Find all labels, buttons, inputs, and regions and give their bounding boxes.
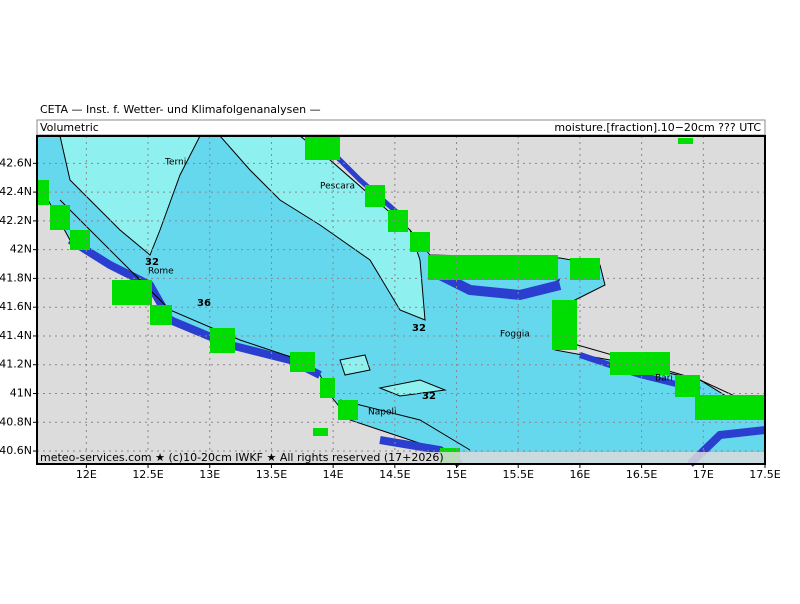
place-labels: Terni Pescara Rome Foggia Napoli Bari 32 36 32 32	[145, 158, 673, 418]
header-left: Volumetric	[40, 121, 99, 134]
lon-tick-label: 15E	[446, 468, 467, 481]
lon-tick-label: 17E	[693, 468, 714, 481]
contour-label: 36	[197, 298, 211, 309]
contour-label: 32	[145, 257, 159, 268]
lat-tick-label: 42.2N	[0, 214, 32, 227]
lat-tick-label: 40.8N	[0, 415, 32, 428]
lon-tick-label: 14E	[323, 468, 344, 481]
city-label: Foggia	[500, 330, 530, 340]
lon-tick-label: 15.5E	[502, 468, 533, 481]
city-label: Pescara	[320, 182, 355, 192]
city-label: Rome	[148, 267, 174, 277]
city-label: Napoli	[368, 408, 396, 418]
footer: meteo-services.com ★ (c)10-20cm IWKF ★ A…	[40, 451, 444, 464]
lat-tick-label: 42.4N	[0, 185, 32, 198]
header-title: CETA — Inst. f. Wetter- und Klimafolgena…	[40, 103, 321, 116]
lat-tick-label: 41.2N	[0, 358, 32, 371]
header-right: moisture.[fraction].10−20cm ??? UTC	[554, 121, 761, 134]
lat-tick-label: 41.4N	[0, 329, 32, 342]
lon-tick-label: 13.5E	[256, 468, 287, 481]
lat-tick-label: 42N	[10, 243, 32, 256]
lat-tick-label: 41.8N	[0, 271, 32, 284]
lat-tick-label: 41.6N	[0, 300, 32, 313]
lat-tick-label: 42.6N	[0, 156, 32, 169]
map-frame	[36, 135, 766, 465]
city-label: Terni	[164, 158, 186, 168]
lon-tick-label: 17.5E	[749, 468, 780, 481]
lat-tick-label: 41N	[10, 387, 32, 400]
lat-tick-label: 40.6N	[0, 444, 32, 457]
graticule: 12E 12.5E 13E 13.5E 14E 14.5E 15E 15.5E 16E 16.5E…	[0, 136, 781, 481]
lon-tick-label: 12E	[76, 468, 97, 481]
lon-tick-label: 14.5E	[379, 468, 410, 481]
land	[36, 135, 766, 468]
lon-tick-label: 16.5E	[626, 468, 657, 481]
lon-tick-label: 13E	[199, 468, 220, 481]
contour-label: 32	[422, 391, 436, 402]
lon-tick-label: 16E	[569, 468, 590, 481]
contour-label: 32	[412, 323, 426, 334]
lon-tick-label: 12.5E	[132, 468, 163, 481]
city-label: Bari	[655, 374, 673, 384]
footer-bar	[37, 452, 765, 464]
